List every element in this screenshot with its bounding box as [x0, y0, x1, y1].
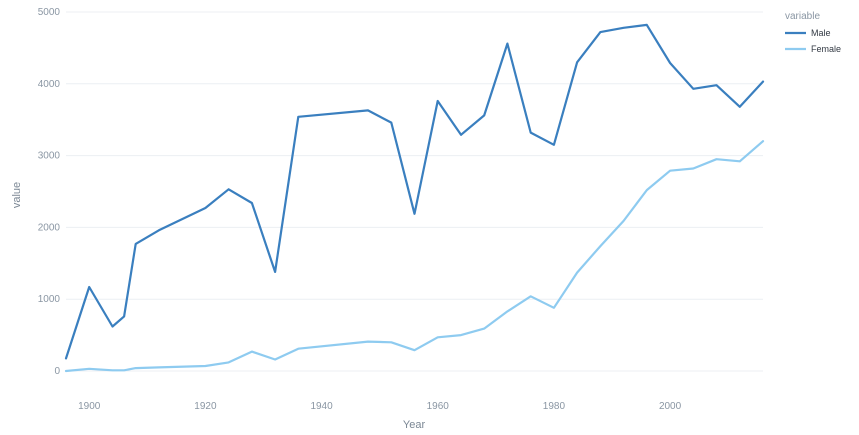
x-axis-ticks: 1900 1920 1940 1960 1980 2000 [78, 401, 682, 412]
x-tick-label: 1960 [427, 401, 450, 412]
x-tick-label: 1940 [310, 401, 333, 412]
x-tick-label: 1900 [78, 401, 101, 412]
x-axis-title: Year [403, 419, 426, 431]
y-tick-label: 2000 [38, 222, 61, 233]
legend-items: Male Female [785, 28, 841, 54]
series-lines [64, 23, 765, 373]
y-tick-label: 1000 [38, 294, 61, 305]
legend-label-male: Male [811, 28, 831, 38]
series-line-male [64, 23, 765, 360]
y-tick-label: 0 [54, 366, 60, 377]
y-tick-label: 4000 [38, 79, 61, 90]
y-axis-ticks: 0 1000 2000 3000 4000 5000 [38, 7, 61, 377]
y-tick-label: 3000 [38, 151, 61, 162]
legend: variable Male Female [785, 11, 841, 54]
y-axis-title: value [11, 182, 23, 208]
x-tick-label: 1920 [194, 401, 217, 412]
legend-title: variable [785, 11, 820, 22]
legend-label-female: Female [811, 44, 841, 54]
x-tick-label: 2000 [659, 401, 682, 412]
y-tick-label: 5000 [38, 7, 61, 18]
x-tick-label: 1980 [543, 401, 566, 412]
series-line-female [64, 140, 765, 373]
gridlines [66, 11, 763, 372]
